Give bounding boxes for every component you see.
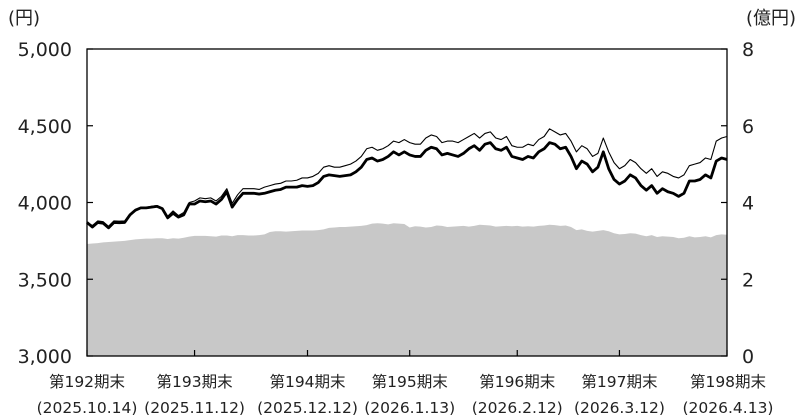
x-tick-term-label: 第194期末 [269, 373, 345, 391]
x-tick-date-label: (2026.3.12) [574, 399, 665, 417]
left-tick-label: 3,500 [18, 269, 72, 291]
x-tick-date-label: (2026.1.13) [364, 399, 455, 417]
x-tick-term-label: 第196期末 [479, 373, 555, 391]
x-tick-date-label: (2025.11.12) [144, 399, 245, 417]
right-tick-label: 2 [742, 269, 754, 291]
x-tick-date-label: (2025.12.12) [257, 399, 358, 417]
x-tick-term-label: 第197期末 [581, 373, 657, 391]
line-series-layer [86, 128, 728, 230]
net-assets-area [87, 223, 727, 356]
right-tick-label: 0 [742, 346, 754, 368]
left-tick-label: 5,000 [18, 39, 72, 61]
right-tick-label: 8 [742, 39, 754, 61]
thin-price-line [86, 128, 728, 227]
thick-price-line [86, 141, 728, 230]
x-tick-term-label: 第195期末 [372, 373, 448, 391]
right-tick-label: 4 [742, 193, 754, 215]
left-axis-unit: (円) [8, 8, 40, 29]
left-tick-label: 4,500 [18, 116, 72, 138]
x-tick-term-label: 第192期末 [49, 373, 125, 391]
area-series-layer [87, 223, 727, 356]
right-axis: 8 6 4 2 0 [721, 39, 754, 368]
x-tick-date-label: (2025.10.14) [37, 399, 138, 417]
right-axis-unit: (億円) [746, 8, 796, 29]
left-tick-label: 3,000 [18, 346, 72, 368]
left-axis: 5,000 4,500 4,000 3,500 3,000 [18, 39, 93, 368]
x-tick-term-label: 第193期末 [157, 373, 233, 391]
x-tick-term-label: 第198期末 [690, 373, 766, 391]
x-tick-date-label: (2026.2.12) [472, 399, 563, 417]
x-tick-date-label: (2026.4.13) [683, 399, 774, 417]
left-tick-label: 4,000 [18, 193, 72, 215]
x-axis: 第192期末 (2025.10.14) 第193期末 (2025.11.12) 第194… [37, 350, 774, 417]
right-tick-label: 6 [742, 116, 754, 138]
